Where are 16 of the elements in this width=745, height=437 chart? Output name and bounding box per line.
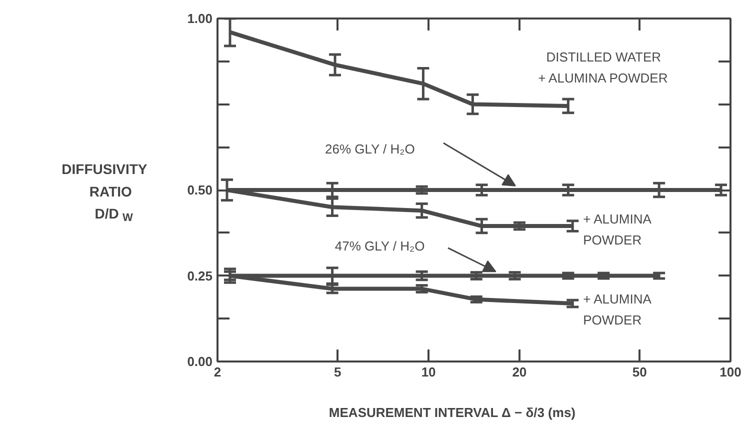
y-tick-label: 1.00 (187, 11, 213, 26)
y-tick-label: 0.00 (187, 354, 213, 369)
x-tick-label: 100 (720, 364, 742, 380)
x-tick-label: 10 (421, 364, 436, 380)
series-label: 47% GLY / H₂O (334, 238, 425, 254)
series-label: DISTILLED WATER + ALUMINA POWDER (538, 50, 668, 86)
text: 26% GLY / H₂O (325, 141, 415, 156)
x-tick-label: 50 (632, 364, 647, 380)
y-tick-label: 0.50 (187, 182, 213, 198)
x-tick-label: 20 (512, 364, 527, 380)
series-label: + ALUMINA POWDER (583, 291, 652, 328)
y-tick-label: 0.25 (187, 268, 213, 284)
x-tick-label: 2 (214, 364, 222, 380)
x-tick-label: 5 (334, 364, 342, 380)
series-label: + ALUMINA POWDER (583, 211, 652, 248)
x-axis-title: MEASUREMENT INTERVAL Δ − δ/3 (ms) (328, 405, 576, 420)
